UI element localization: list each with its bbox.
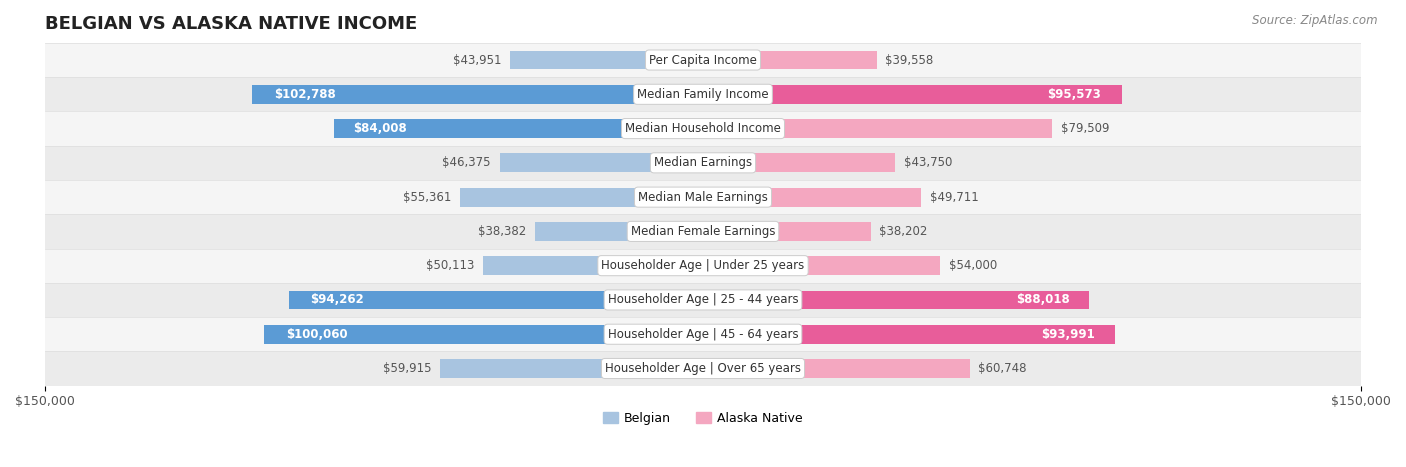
Text: Householder Age | 45 - 64 years: Householder Age | 45 - 64 years (607, 328, 799, 341)
Text: Householder Age | Under 25 years: Householder Age | Under 25 years (602, 259, 804, 272)
Bar (703, 222, 870, 241)
Bar (45, 43, 1361, 77)
Text: $88,018: $88,018 (1017, 293, 1070, 306)
Text: $94,262: $94,262 (311, 293, 364, 306)
Bar (45, 146, 1361, 180)
Bar (45, 180, 1361, 214)
Bar (45, 77, 1361, 112)
Text: Median Family Income: Median Family Income (637, 88, 769, 101)
Text: $79,509: $79,509 (1060, 122, 1109, 135)
Text: $59,915: $59,915 (382, 362, 432, 375)
Text: $38,202: $38,202 (879, 225, 928, 238)
Bar (335, 119, 703, 138)
Text: $38,382: $38,382 (478, 225, 526, 238)
Text: $43,951: $43,951 (453, 54, 502, 66)
Bar (703, 359, 970, 378)
Bar (45, 112, 1361, 146)
Text: Median Female Earnings: Median Female Earnings (631, 225, 775, 238)
Bar (440, 359, 703, 378)
Text: $46,375: $46,375 (443, 156, 491, 170)
Bar (264, 325, 703, 344)
Bar (499, 154, 703, 172)
Text: $93,991: $93,991 (1040, 328, 1095, 341)
Bar (703, 188, 921, 206)
Bar (252, 85, 703, 104)
Text: $60,748: $60,748 (979, 362, 1026, 375)
Bar (510, 50, 703, 70)
Text: Householder Age | 25 - 44 years: Householder Age | 25 - 44 years (607, 293, 799, 306)
Text: Median Male Earnings: Median Male Earnings (638, 191, 768, 204)
Bar (460, 188, 703, 206)
Bar (703, 256, 939, 275)
Text: Median Earnings: Median Earnings (654, 156, 752, 170)
Bar (703, 50, 876, 70)
Legend: Belgian, Alaska Native: Belgian, Alaska Native (596, 405, 810, 431)
Bar (703, 290, 1090, 309)
Bar (45, 351, 1361, 386)
Bar (534, 222, 703, 241)
Text: Householder Age | Over 65 years: Householder Age | Over 65 years (605, 362, 801, 375)
Text: $50,113: $50,113 (426, 259, 474, 272)
Text: $102,788: $102,788 (274, 88, 336, 101)
Bar (45, 248, 1361, 283)
Text: Median Household Income: Median Household Income (626, 122, 780, 135)
Bar (703, 325, 1115, 344)
Text: $55,361: $55,361 (404, 191, 451, 204)
Bar (484, 256, 703, 275)
Text: $95,573: $95,573 (1047, 88, 1101, 101)
Text: BELGIAN VS ALASKA NATIVE INCOME: BELGIAN VS ALASKA NATIVE INCOME (45, 15, 418, 33)
Text: $100,060: $100,060 (285, 328, 347, 341)
Bar (703, 85, 1122, 104)
Bar (703, 119, 1052, 138)
Bar (45, 214, 1361, 248)
Text: $49,711: $49,711 (929, 191, 979, 204)
Text: $43,750: $43,750 (904, 156, 952, 170)
Bar (45, 317, 1361, 351)
Text: Per Capita Income: Per Capita Income (650, 54, 756, 66)
Text: $39,558: $39,558 (886, 54, 934, 66)
Bar (45, 283, 1361, 317)
Bar (703, 154, 896, 172)
Bar (290, 290, 703, 309)
Text: Source: ZipAtlas.com: Source: ZipAtlas.com (1253, 14, 1378, 27)
Text: $84,008: $84,008 (353, 122, 406, 135)
Text: $54,000: $54,000 (949, 259, 997, 272)
